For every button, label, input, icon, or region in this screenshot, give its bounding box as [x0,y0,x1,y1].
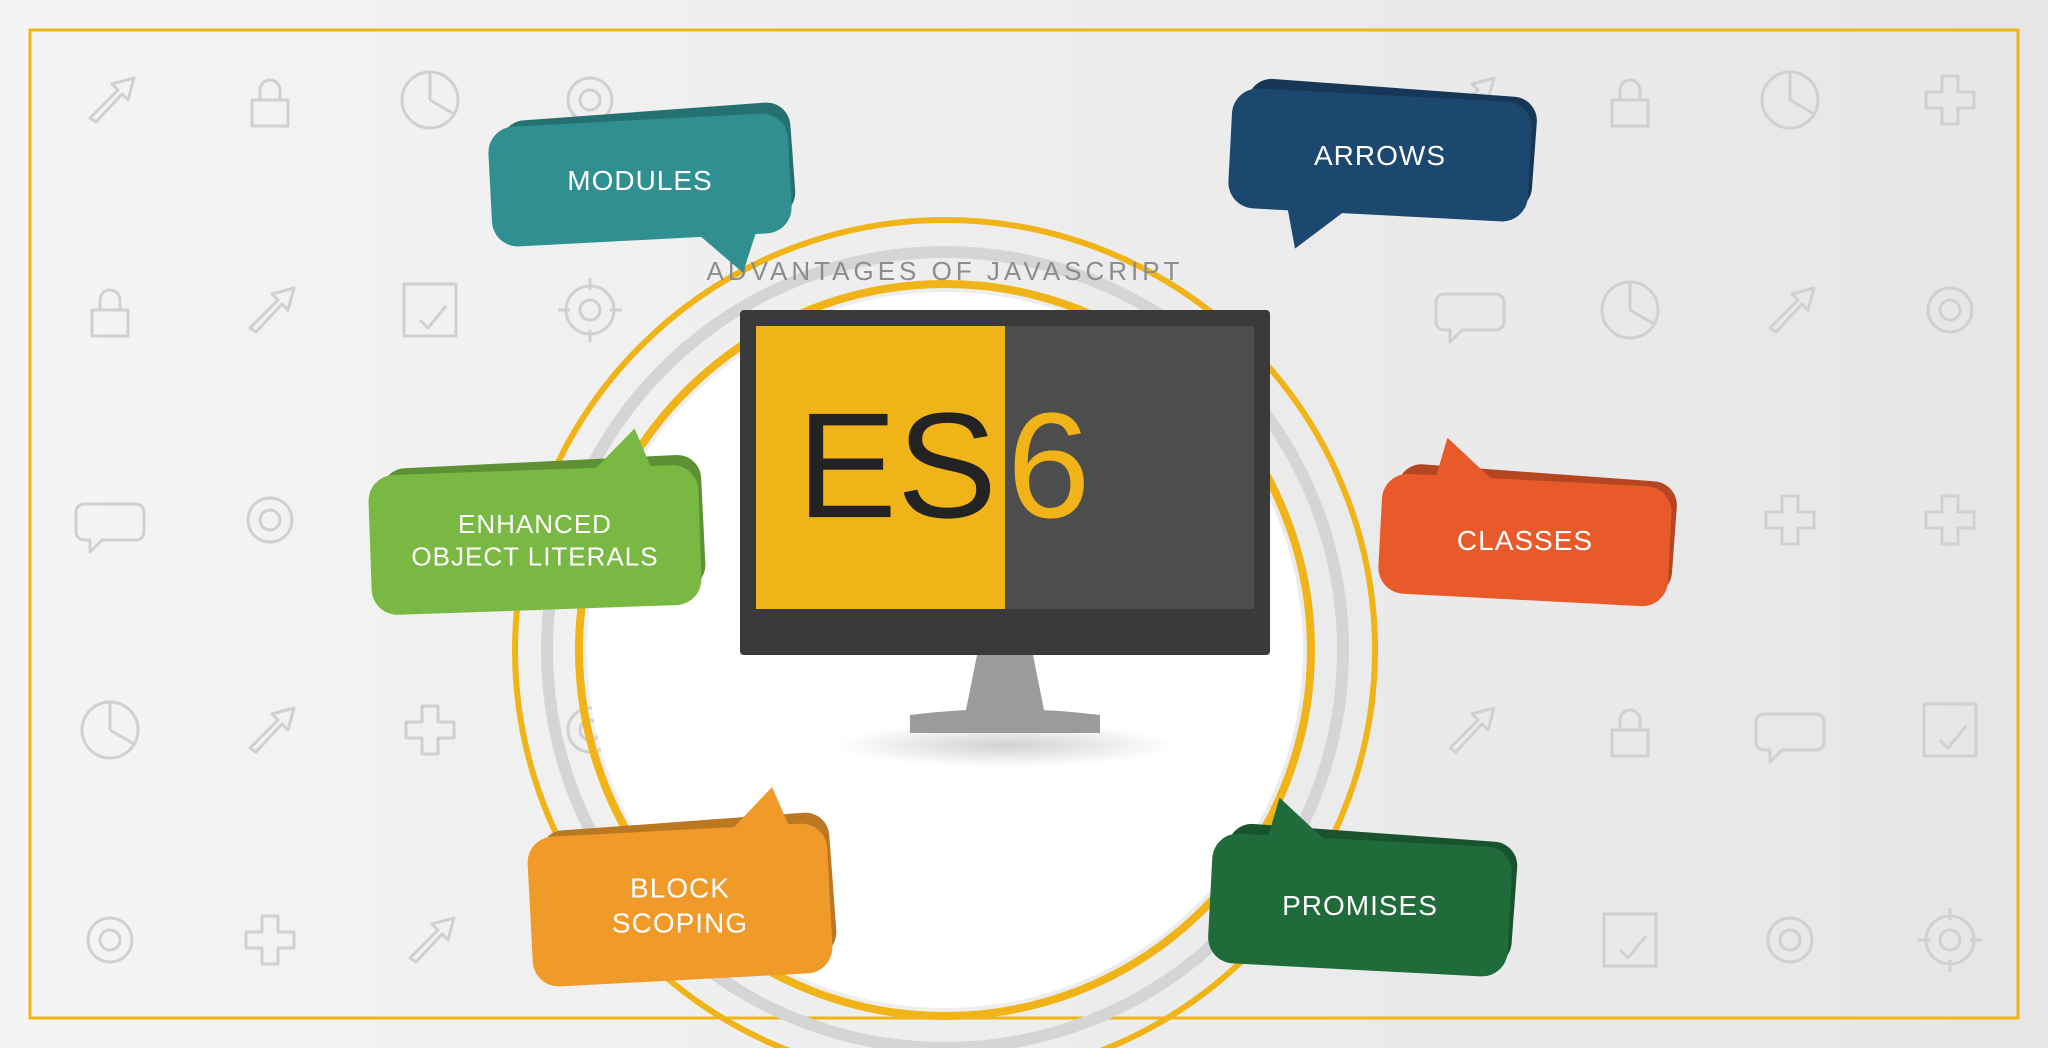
bubble-label-modules: MODULES [567,165,712,196]
monitor-text-es: ES [797,381,997,549]
monitor-text-6: 6 [1007,381,1090,549]
bubble-label-arrows: ARROWS [1314,140,1446,171]
bubble-label-promises: PROMISES [1282,890,1438,921]
infographic-svg: ADVANTAGES OF JAVASCRIPT ES 6 MODULES ARR… [0,0,2048,1048]
subtitle-text: ADVANTAGES OF JAVASCRIPT [707,256,1184,286]
infographic-stage: ADVANTAGES OF JAVASCRIPT ES 6 MODULES ARR… [0,0,2048,1048]
bubble-label-classes: CLASSES [1457,525,1593,556]
